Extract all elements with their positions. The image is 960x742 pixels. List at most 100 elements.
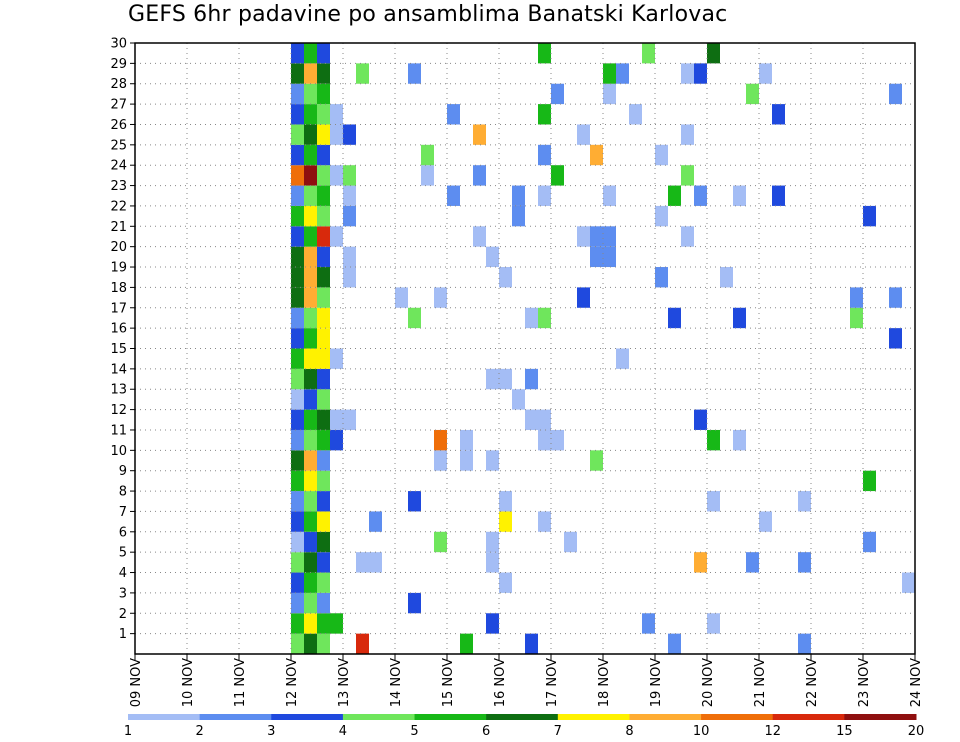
heatmap-cell	[291, 592, 304, 614]
heatmap-cell	[486, 368, 499, 390]
heatmap-cell	[707, 491, 720, 512]
heatmap-cell	[317, 307, 330, 329]
y-tick-label: 8	[119, 485, 127, 500]
heatmap-cell	[304, 348, 317, 369]
heatmap-cell	[356, 63, 369, 84]
heatmap-cell	[304, 592, 317, 614]
heatmap-cell	[434, 531, 447, 553]
heatmap-cell	[317, 409, 330, 430]
y-tick-label: 24	[110, 159, 127, 174]
heatmap-cell	[343, 185, 356, 206]
heatmap-cell	[616, 63, 629, 84]
y-tick-label: 23	[110, 179, 127, 194]
heatmap-cell	[304, 124, 317, 145]
x-tick-label: 23 NOV	[857, 658, 872, 707]
heatmap-cell	[317, 124, 330, 145]
heatmap-cell	[330, 348, 343, 369]
heatmap-cell	[538, 307, 551, 329]
y-tick-label: 16	[110, 322, 127, 337]
colorbar-label: 15	[836, 724, 853, 739]
x-tick-label: 19 NOV	[649, 658, 664, 707]
heatmap-cell	[499, 368, 512, 390]
y-tick-label: 14	[110, 362, 127, 377]
heatmap-cell	[317, 83, 330, 105]
heatmap-cell	[317, 592, 330, 614]
heatmap-cell	[395, 287, 408, 308]
heatmap-cell	[291, 63, 304, 84]
heatmap-cell	[590, 246, 603, 268]
heatmap-cell	[551, 429, 564, 451]
heatmap-cell	[473, 226, 486, 247]
heatmap-cell	[291, 165, 304, 186]
heatmap-cell	[317, 429, 330, 451]
heatmap-cell	[304, 633, 317, 654]
heatmap-cell	[304, 43, 317, 64]
heatmap-cell	[291, 613, 304, 634]
heatmap-cell	[317, 613, 330, 634]
heatmap-cell	[746, 83, 759, 105]
heatmap-cell	[343, 267, 356, 288]
x-axis-ticks: 09 NOV 10 NOV 11 NOV 12 NOV 13 NOV 14 NOV 15 N…	[129, 654, 924, 707]
heatmap-cell	[759, 511, 772, 532]
heatmap-cell	[512, 389, 525, 410]
heatmap-cell	[902, 572, 915, 593]
heatmap-cell	[304, 144, 317, 166]
heatmap-cell	[733, 185, 746, 206]
y-tick-label: 17	[110, 301, 127, 316]
colorbar-segment	[199, 714, 272, 720]
y-tick-label: 15	[110, 342, 127, 357]
heatmap-cell	[291, 226, 304, 247]
heatmap-cell	[330, 165, 343, 186]
colorbar-label: 12	[764, 724, 781, 739]
heatmap-cell	[460, 633, 473, 654]
heatmap-cell	[317, 226, 330, 247]
heatmap-cell	[291, 267, 304, 288]
y-tick-label: 29	[110, 57, 127, 72]
heatmap-cell	[538, 511, 551, 532]
heatmap-cell	[304, 287, 317, 308]
x-tick-label: 21 NOV	[753, 658, 768, 707]
heatmap-cell	[330, 429, 343, 451]
heatmap-cell	[291, 511, 304, 532]
heatmap-cell	[538, 43, 551, 64]
colorbar-label: 5	[410, 724, 418, 739]
heatmap-cell	[850, 287, 863, 308]
heatmap-cell	[460, 450, 473, 471]
heatmap-cell	[408, 592, 421, 614]
heatmap-cell	[577, 287, 590, 308]
y-tick-label: 22	[110, 199, 127, 214]
y-tick-label: 2	[119, 607, 127, 622]
x-tick-label: 12 NOV	[285, 658, 300, 707]
heatmap-cell	[317, 287, 330, 308]
heatmap-cell	[538, 429, 551, 451]
heatmap-cell	[889, 287, 902, 308]
heatmap-cell	[733, 429, 746, 451]
heatmap-cell	[343, 409, 356, 430]
colorbar-label: 20	[908, 724, 925, 739]
heatmap-cell	[551, 165, 564, 186]
heatmap-cell	[317, 572, 330, 593]
colorbar-label: 4	[339, 724, 347, 739]
x-tick-label: 15 NOV	[441, 658, 456, 707]
heatmap-cell	[304, 328, 317, 349]
colorbar-segment	[629, 714, 702, 720]
heatmap-cell	[291, 328, 304, 349]
x-tick-label: 14 NOV	[389, 658, 404, 707]
heatmap-cell	[408, 491, 421, 512]
heatmap-cell	[317, 246, 330, 268]
heatmap-cell	[291, 531, 304, 553]
heatmap-cell	[356, 633, 369, 654]
heatmap-cell	[863, 470, 876, 492]
heatmap-cell	[304, 389, 317, 410]
heatmap-cell	[681, 165, 694, 186]
heatmap-cell	[798, 633, 811, 654]
heatmap-cell	[369, 511, 382, 532]
heatmap-cell	[694, 552, 707, 573]
heatmap-cell	[317, 144, 330, 166]
heatmap-cell	[317, 348, 330, 369]
heatmap-cell	[772, 185, 785, 206]
heatmap-cell	[603, 246, 616, 268]
heatmap-cell	[551, 83, 564, 105]
x-tick-label: 11 NOV	[233, 658, 248, 707]
heatmap-cell	[616, 348, 629, 369]
